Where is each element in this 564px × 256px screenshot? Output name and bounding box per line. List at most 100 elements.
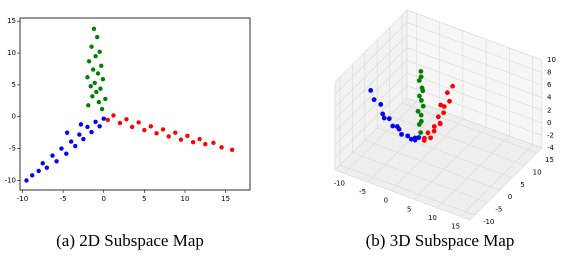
- y-tick-label: -10: [483, 218, 494, 226]
- grid-line: [406, 9, 543, 61]
- x-tick-label: -10: [17, 195, 28, 203]
- point: [450, 83, 456, 89]
- point: [378, 102, 384, 107]
- z-tick-label: -4: [547, 144, 555, 152]
- point: [371, 97, 377, 103]
- point: [418, 118, 424, 124]
- grid-line: [334, 47, 408, 120]
- point: [418, 112, 424, 118]
- point: [417, 93, 422, 99]
- grid-line: [406, 47, 543, 98]
- point: [40, 161, 45, 166]
- x-tick-label: 10: [181, 195, 190, 203]
- caption: (a) 2D Subspace Map: [56, 231, 204, 250]
- point: [88, 83, 93, 89]
- point: [190, 140, 196, 145]
- grid-line: [334, 85, 408, 158]
- point: [416, 78, 422, 83]
- point: [92, 80, 97, 86]
- point: [418, 130, 424, 136]
- point: [95, 34, 100, 40]
- y-tick-label: -10: [5, 176, 16, 184]
- y-tick-label: 15: [7, 17, 16, 25]
- point: [229, 147, 235, 153]
- grid-line: [437, 135, 510, 209]
- point: [91, 26, 97, 32]
- point: [197, 136, 202, 142]
- point: [408, 136, 414, 142]
- point: [86, 59, 92, 64]
- y-tick-label: -5: [9, 145, 16, 153]
- point: [86, 103, 91, 108]
- point: [44, 165, 50, 170]
- point: [99, 63, 104, 68]
- point: [69, 139, 74, 144]
- grid-line: [339, 164, 476, 216]
- point: [160, 127, 166, 132]
- point: [142, 127, 147, 133]
- point: [419, 85, 425, 91]
- point: [390, 123, 396, 129]
- point: [97, 49, 102, 54]
- grid-line: [334, 72, 408, 146]
- point: [437, 121, 443, 127]
- point: [89, 44, 94, 49]
- point: [89, 129, 94, 135]
- point: [124, 117, 129, 122]
- point: [438, 102, 444, 108]
- point: [421, 135, 427, 141]
- point: [380, 111, 386, 117]
- z-tick-label: 2: [547, 106, 551, 114]
- x-tick-label: -5: [359, 188, 366, 196]
- point: [420, 103, 426, 109]
- point: [148, 124, 154, 129]
- x-tick-label: 10: [428, 214, 437, 222]
- grid-line: [406, 60, 543, 111]
- grid-line: [390, 118, 464, 191]
- grid-line: [401, 102, 538, 154]
- y-tick-label: 5: [520, 181, 524, 189]
- grid-line: [344, 101, 417, 174]
- y-tick-label: 0: [508, 193, 512, 201]
- point: [203, 141, 208, 147]
- grid-line: [334, 60, 408, 133]
- point: [81, 136, 86, 142]
- caption: (b) 3D Subspace Map: [366, 231, 515, 250]
- point: [99, 106, 105, 112]
- grid-line: [377, 127, 513, 179]
- grid-line: [406, 34, 543, 86]
- point: [95, 71, 101, 76]
- point: [98, 86, 103, 91]
- point: [54, 159, 59, 164]
- point: [173, 130, 178, 135]
- grid-line: [406, 22, 543, 73]
- point: [431, 124, 437, 129]
- y-tick-label: 15: [545, 156, 554, 164]
- z-tick-label: 8: [547, 69, 551, 77]
- z-tick-label: 0: [547, 119, 551, 127]
- y-tick-label: -5: [495, 206, 502, 214]
- point: [103, 96, 108, 102]
- grid-line: [406, 97, 543, 149]
- point: [447, 98, 452, 104]
- grid-line: [413, 127, 487, 200]
- point: [399, 131, 404, 137]
- point: [129, 124, 135, 130]
- point: [431, 128, 437, 134]
- point: [90, 94, 95, 99]
- point: [386, 116, 392, 122]
- plot-frame: [19, 17, 251, 191]
- point: [50, 153, 55, 158]
- y-tick-label: 10: [7, 49, 16, 57]
- y-tick-label: 10: [533, 168, 542, 176]
- y-tick-label: 5: [12, 81, 16, 89]
- point: [381, 115, 387, 121]
- point: [394, 124, 400, 129]
- point: [93, 54, 98, 59]
- grid-line: [406, 85, 543, 136]
- point: [90, 67, 96, 72]
- point: [412, 137, 418, 143]
- point: [85, 75, 90, 80]
- point: [211, 140, 216, 146]
